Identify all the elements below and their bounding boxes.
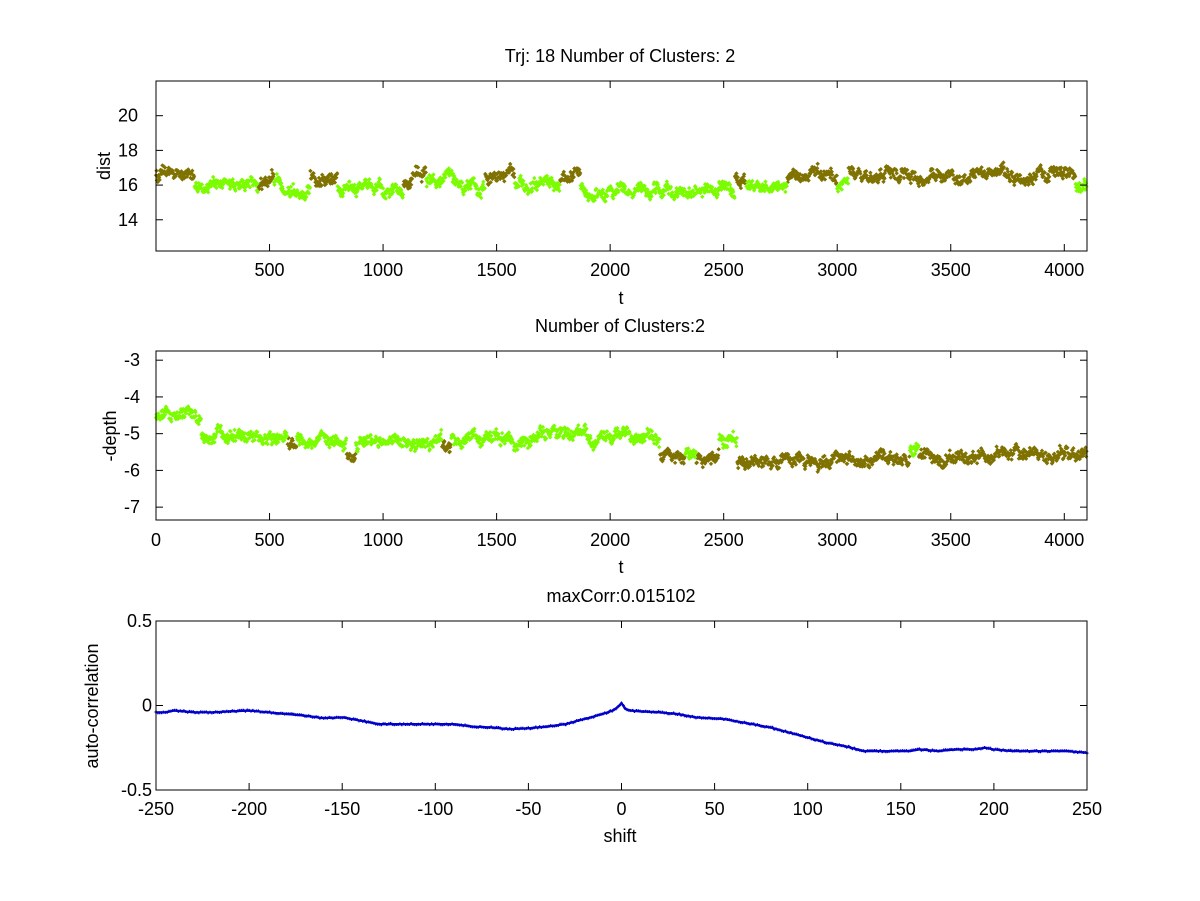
panel-autocorr-title: maxCorr:0.015102 [546, 586, 695, 606]
panel-depth-points [153, 404, 1089, 475]
x-tick-label: 2000 [590, 260, 630, 280]
x-tick-label: 2000 [590, 530, 630, 550]
x-tick-label: 2500 [704, 260, 744, 280]
y-tick-label: -7 [124, 497, 140, 517]
x-tick-label: 500 [255, 530, 285, 550]
x-tick-label: 150 [886, 799, 916, 819]
x-tick-label: 2500 [704, 530, 744, 550]
panel-autocorr-x-axis: -250 -200 -150 -100 -50 0 50 100 150 200 250 [138, 621, 1102, 819]
x-tick-label: 1500 [477, 530, 517, 550]
y-tick-label: 14 [118, 210, 138, 230]
panel-dist-xlabel: t [618, 288, 623, 308]
x-tick-label: 3500 [931, 530, 971, 550]
panel-depth-y-axis: -7 -6 -5 -4 -3 [124, 350, 1087, 517]
panel-autocorr-y-axis: -0.5 0 0.5 [121, 611, 1087, 800]
x-tick-label: -50 [515, 799, 541, 819]
x-tick-label: 50 [705, 799, 725, 819]
panel-dist-x-axis: 500 1000 1500 2000 2500 3000 3500 4000 [255, 81, 1084, 280]
x-tick-label: 0 [616, 799, 626, 819]
x-tick-label: -200 [231, 799, 267, 819]
x-tick-label: 3000 [817, 260, 857, 280]
x-tick-label: 500 [255, 260, 285, 280]
x-tick-label: 4000 [1044, 260, 1084, 280]
x-tick-label: 1500 [477, 260, 517, 280]
panel-autocorr-xlabel: shift [603, 826, 636, 846]
x-tick-label: 1000 [363, 260, 403, 280]
y-tick-label: -0.5 [121, 780, 152, 800]
panel-depth-ylabel: -depth [100, 410, 120, 461]
y-tick-label: 0 [142, 696, 152, 716]
x-tick-label: 4000 [1044, 530, 1084, 550]
panel-autocorr: maxCorr:0.015102 -250 -200 -150 -100 -50 0 50 1… [82, 586, 1102, 846]
cluster-1-points [153, 404, 921, 462]
y-tick-label: 20 [118, 106, 138, 126]
panel-depth-frame [155, 350, 1088, 521]
panel-dist-points [153, 160, 1089, 204]
panel-dist: Trj: 18 Number of Clusters: 2 500 1000 150… [94, 46, 1089, 308]
x-tick-label: 3500 [931, 260, 971, 280]
panel-dist-ylabel: dist [94, 152, 114, 180]
y-tick-label: 18 [118, 140, 138, 160]
y-tick-label: -5 [124, 424, 140, 444]
x-tick-label: 100 [793, 799, 823, 819]
panel-dist-title: Trj: 18 Number of Clusters: 2 [505, 46, 735, 66]
y-tick-label: 0.5 [127, 611, 152, 631]
cluster-2-points [285, 435, 1089, 475]
panel-autocorr-ylabel: auto-correlation [82, 643, 102, 768]
cluster-1-points [192, 166, 1089, 204]
x-tick-label: 0 [151, 530, 161, 550]
panel-dist-frame [155, 80, 1088, 252]
x-tick-label: 3000 [817, 530, 857, 550]
x-tick-label: -150 [324, 799, 360, 819]
panel-autocorr-line [154, 701, 1089, 755]
x-tick-label: -100 [417, 799, 453, 819]
x-tick-label: 1000 [363, 530, 403, 550]
cluster-2-points [153, 160, 1078, 192]
x-tick-label: -250 [138, 799, 174, 819]
panel-depth: Number of Clusters:2 0 500 1000 1500 2000 250… [100, 316, 1089, 577]
x-tick-label: 250 [1072, 799, 1102, 819]
panel-depth-title: Number of Clusters:2 [535, 316, 705, 336]
y-tick-label: 16 [118, 175, 138, 195]
x-tick-label: 200 [979, 799, 1009, 819]
y-tick-label: -3 [124, 350, 140, 370]
y-tick-label: -4 [124, 387, 140, 407]
panel-dist-y-axis: 14 16 18 20 [118, 106, 1087, 230]
y-tick-label: -6 [124, 460, 140, 480]
panel-depth-xlabel: t [618, 557, 623, 577]
panel-depth-x-axis: 0 500 1000 1500 2000 2500 3000 3500 4000 [151, 351, 1084, 550]
